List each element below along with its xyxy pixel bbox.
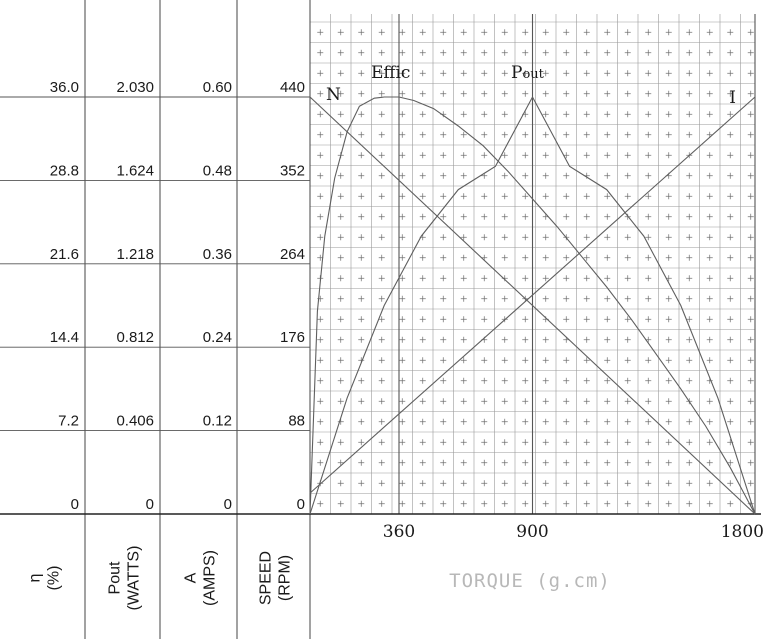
pout-axis-title: Pout (WATTS) bbox=[107, 546, 143, 611]
plot-grid bbox=[309, 14, 756, 515]
amps-tick-label: 0 bbox=[224, 496, 232, 513]
eff-tick-label: 36.0 bbox=[50, 79, 79, 96]
amps-axis-title-line1: A bbox=[183, 572, 200, 583]
pout-tick-label: 2.030 bbox=[116, 79, 154, 96]
eff-axis-title: η (%) bbox=[27, 566, 63, 591]
series-line-n bbox=[309, 96, 756, 515]
eff-tick-label: 21.6 bbox=[50, 246, 79, 263]
amps-tick-label: 0.48 bbox=[203, 162, 232, 179]
amps-tick-label: 0.60 bbox=[203, 79, 232, 96]
amps-axis-title-line2: (AMPS) bbox=[202, 550, 219, 606]
amps-axis-title: A (AMPS) bbox=[183, 550, 219, 606]
speed-tick-label: 264 bbox=[280, 246, 305, 263]
speed-axis-title-line2: (RPM) bbox=[277, 555, 294, 601]
pout-axis-title-line1: Pout bbox=[107, 561, 124, 594]
eff-tick-label: 28.8 bbox=[50, 162, 79, 179]
series-line-i bbox=[309, 96, 756, 494]
speed-axis-title-line1: SPEED bbox=[258, 551, 275, 605]
series-label-pout: Pout bbox=[511, 63, 545, 83]
series-label-effic: Effic bbox=[371, 63, 410, 83]
speed-tick-label: 440 bbox=[280, 79, 305, 96]
x-tick-label-360: 360 bbox=[383, 522, 415, 542]
pout-tick-label: 0.406 bbox=[116, 413, 154, 430]
pout-tick-label: 1.218 bbox=[116, 246, 154, 263]
series-line-effic bbox=[309, 96, 756, 515]
pout-tick-label: 1.624 bbox=[116, 162, 154, 179]
speed-tick-label: 352 bbox=[280, 162, 305, 179]
pout-tick-label: 0 bbox=[146, 496, 154, 513]
pout-axis-title-line2: (WATTS) bbox=[126, 546, 143, 611]
eff-tick-label: 0 bbox=[71, 496, 79, 513]
speed-axis-title: SPEED (RPM) bbox=[258, 551, 294, 605]
amps-tick-label: 0.24 bbox=[203, 329, 232, 346]
amps-tick-label: 0.36 bbox=[203, 246, 232, 263]
eff-axis-title-line1: η bbox=[27, 574, 44, 583]
pout-tick-label: 0.812 bbox=[116, 329, 154, 346]
series-label-pout-subscript: out bbox=[522, 67, 544, 82]
speed-tick-label: 88 bbox=[288, 413, 305, 430]
eff-tick-label: 14.4 bbox=[50, 329, 79, 346]
eff-tick-label: 7.2 bbox=[58, 413, 79, 430]
eff-axis-title-line2: (%) bbox=[46, 566, 63, 591]
x-tick-label-1800: 1800 bbox=[721, 522, 764, 542]
speed-tick-label: 0 bbox=[297, 496, 305, 513]
x-tick-label-900: 900 bbox=[516, 522, 548, 542]
series-label-n: N bbox=[326, 85, 341, 105]
x-axis-title: TORQUE (g.cm) bbox=[449, 570, 611, 592]
speed-tick-label: 176 bbox=[280, 329, 305, 346]
series-label-i: I bbox=[729, 88, 736, 108]
series-line-pout bbox=[309, 95, 756, 515]
series-curves: N I Pout Effic bbox=[309, 63, 756, 515]
amps-tick-label: 0.12 bbox=[203, 413, 232, 430]
